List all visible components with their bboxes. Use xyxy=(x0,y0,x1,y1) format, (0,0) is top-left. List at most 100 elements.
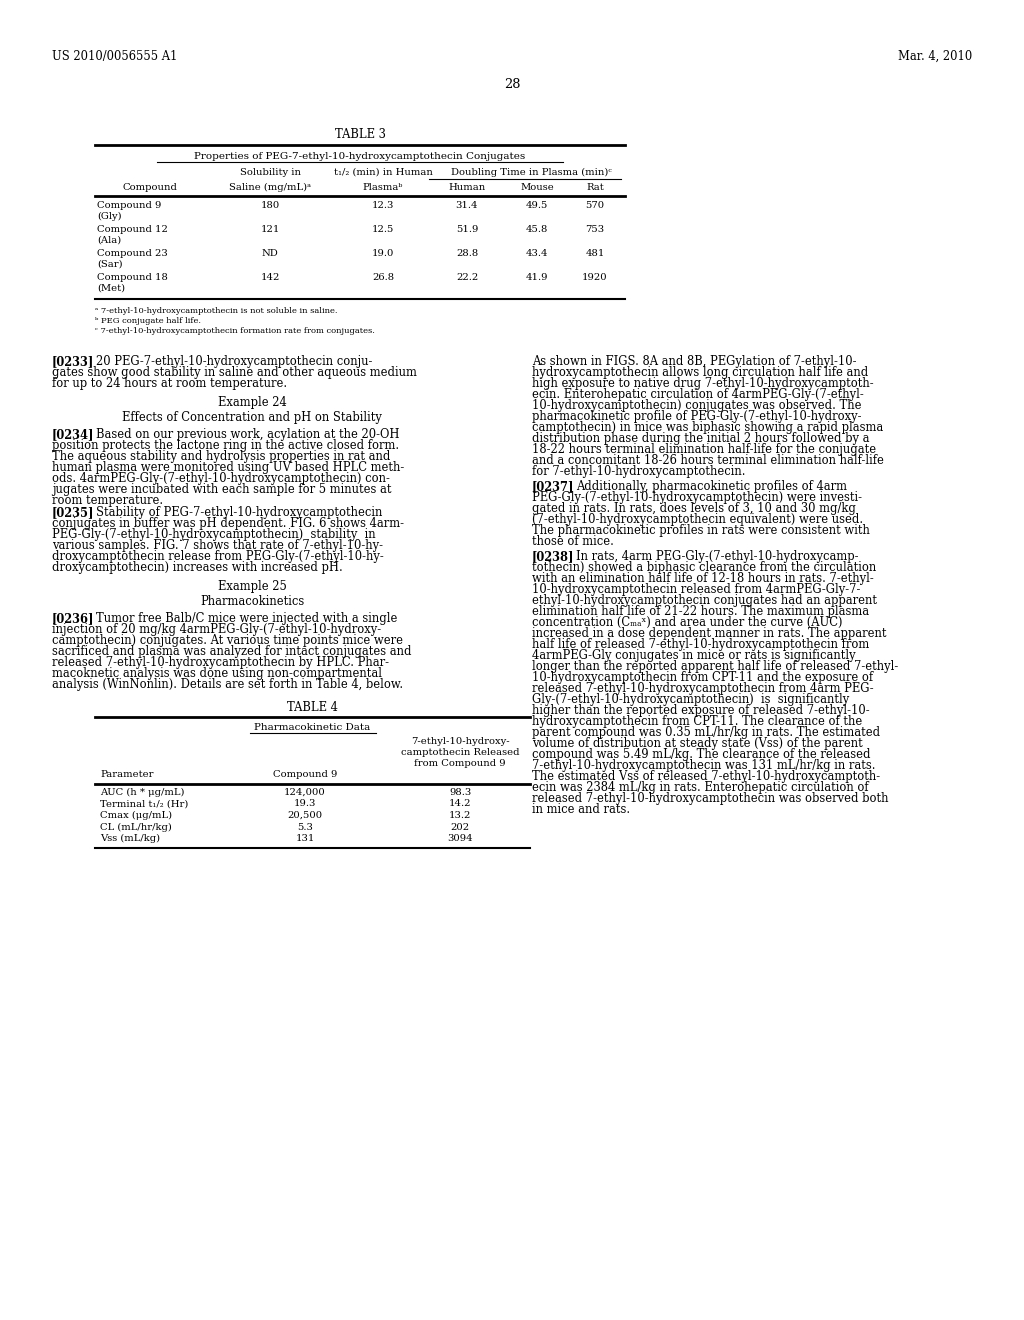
Text: compound was 5.49 mL/kg. The clearance of the released: compound was 5.49 mL/kg. The clearance o… xyxy=(532,748,870,762)
Text: 20 PEG-7-ethyl-10-hydroxycamptothecin conju-: 20 PEG-7-ethyl-10-hydroxycamptothecin co… xyxy=(96,355,373,368)
Text: t₁/₂ (min) in Human: t₁/₂ (min) in Human xyxy=(334,168,432,177)
Text: 142: 142 xyxy=(260,273,280,282)
Text: sacrificed and plasma was analyzed for intact conjugates and: sacrificed and plasma was analyzed for i… xyxy=(52,645,412,657)
Text: 14.2: 14.2 xyxy=(449,800,471,808)
Text: (Ala): (Ala) xyxy=(97,236,121,246)
Text: gates show good stability in saline and other aqueous medium: gates show good stability in saline and … xyxy=(52,366,417,379)
Text: injection of 20 mg/kg 4armPEG-Gly-(7-ethyl-10-hydroxy-: injection of 20 mg/kg 4armPEG-Gly-(7-eth… xyxy=(52,623,381,636)
Text: Terminal t₁/₂ (Hr): Terminal t₁/₂ (Hr) xyxy=(100,800,188,808)
Text: 41.9: 41.9 xyxy=(525,273,548,282)
Text: Additionally, pharmacokinetic profiles of 4arm: Additionally, pharmacokinetic profiles o… xyxy=(575,480,847,492)
Text: macoknetic analysis was done using non-compartmental: macoknetic analysis was done using non-c… xyxy=(52,667,382,680)
Text: 121: 121 xyxy=(260,224,280,234)
Text: [0237]: [0237] xyxy=(532,480,574,492)
Text: Properties of PEG-7-ethyl-10-hydroxycamptothecin Conjugates: Properties of PEG-7-ethyl-10-hydroxycamp… xyxy=(195,152,525,161)
Text: Human: Human xyxy=(449,183,485,191)
Text: 4armPEG-Gly conjugates in mice or rats is significantly: 4armPEG-Gly conjugates in mice or rats i… xyxy=(532,649,856,663)
Text: ND: ND xyxy=(261,249,279,257)
Text: for up to 24 hours at room temperature.: for up to 24 hours at room temperature. xyxy=(52,378,287,389)
Text: Stability of PEG-7-ethyl-10-hydroxycamptothecin: Stability of PEG-7-ethyl-10-hydroxycampt… xyxy=(96,506,382,519)
Text: Example 24: Example 24 xyxy=(218,396,287,409)
Text: Tumor free Balb/C mice were injected with a single: Tumor free Balb/C mice were injected wit… xyxy=(96,612,397,624)
Text: Compound 12: Compound 12 xyxy=(97,224,168,234)
Text: analysis (WinNonlin). Details are set forth in Table 4, below.: analysis (WinNonlin). Details are set fo… xyxy=(52,678,403,690)
Text: Pharmacokinetic Data: Pharmacokinetic Data xyxy=(254,723,371,733)
Text: (Met): (Met) xyxy=(97,284,125,293)
Text: 3094: 3094 xyxy=(447,834,473,843)
Text: In rats, 4arm PEG-Gly-(7-ethyl-10-hydroxycamp-: In rats, 4arm PEG-Gly-(7-ethyl-10-hydrox… xyxy=(575,550,858,564)
Text: Compound 23: Compound 23 xyxy=(97,249,168,257)
Text: 481: 481 xyxy=(586,249,605,257)
Text: [0238]: [0238] xyxy=(532,550,574,564)
Text: (7-ethyl-10-hydroxycamptothecin equivalent) were used.: (7-ethyl-10-hydroxycamptothecin equivale… xyxy=(532,513,863,525)
Text: 10-hydroxycamptothecin from CPT-11 and the exposure of: 10-hydroxycamptothecin from CPT-11 and t… xyxy=(532,671,873,684)
Text: 28: 28 xyxy=(504,78,520,91)
Text: [0236]: [0236] xyxy=(52,612,94,624)
Text: 31.4: 31.4 xyxy=(456,201,478,210)
Text: Effects of Concentration and pH on Stability: Effects of Concentration and pH on Stabi… xyxy=(122,411,382,424)
Text: 45.8: 45.8 xyxy=(525,224,548,234)
Text: Compound 9: Compound 9 xyxy=(97,201,162,210)
Text: 26.8: 26.8 xyxy=(372,273,394,282)
Text: PEG-Gly-(7-ethyl-10-hydroxycamptothecin) were investi-: PEG-Gly-(7-ethyl-10-hydroxycamptothecin)… xyxy=(532,491,862,504)
Text: 1920: 1920 xyxy=(583,273,608,282)
Text: ethyl-10-hydroxycamptothecin conjugates had an apparent: ethyl-10-hydroxycamptothecin conjugates … xyxy=(532,594,877,607)
Text: US 2010/0056555 A1: US 2010/0056555 A1 xyxy=(52,50,177,63)
Text: gated in rats. In rats, does levels of 3, 10 and 30 mg/kg: gated in rats. In rats, does levels of 3… xyxy=(532,502,856,515)
Text: 19.0: 19.0 xyxy=(372,249,394,257)
Text: for 7-ethyl-10-hydroxycamptothecin.: for 7-ethyl-10-hydroxycamptothecin. xyxy=(532,465,745,478)
Text: room temperature.: room temperature. xyxy=(52,494,163,507)
Text: Parameter: Parameter xyxy=(100,770,154,779)
Text: in mice and rats.: in mice and rats. xyxy=(532,803,630,816)
Text: Cmax (μg/mL): Cmax (μg/mL) xyxy=(100,810,172,820)
Text: hydroxycamptothecin from CPT-11. The clearance of the: hydroxycamptothecin from CPT-11. The cle… xyxy=(532,715,862,729)
Text: Rat: Rat xyxy=(586,183,604,191)
Text: [0234]: [0234] xyxy=(52,428,94,441)
Text: CL (mL/hr/kg): CL (mL/hr/kg) xyxy=(100,822,172,832)
Text: 12.3: 12.3 xyxy=(372,201,394,210)
Text: those of mice.: those of mice. xyxy=(532,535,613,548)
Text: The estimated Vss of released 7-ethyl-10-hydroxycamptoth-: The estimated Vss of released 7-ethyl-10… xyxy=(532,770,880,783)
Text: human plasma were monitored using UV based HPLC meth-: human plasma were monitored using UV bas… xyxy=(52,461,404,474)
Text: 202: 202 xyxy=(451,822,470,832)
Text: 180: 180 xyxy=(260,201,280,210)
Text: conjugates in buffer was pH dependent. FIG. 6 shows 4arm-: conjugates in buffer was pH dependent. F… xyxy=(52,517,404,531)
Text: 28.8: 28.8 xyxy=(456,249,478,257)
Text: Pharmacokinetics: Pharmacokinetics xyxy=(200,595,304,609)
Text: tothecin) showed a biphasic clearance from the circulation: tothecin) showed a biphasic clearance fr… xyxy=(532,561,877,574)
Text: 10-hydroxycamptothecin released from 4armPEG-Gly-7-: 10-hydroxycamptothecin released from 4ar… xyxy=(532,583,860,597)
Text: TABLE 4: TABLE 4 xyxy=(287,701,338,714)
Text: As shown in FIGS. 8A and 8B, PEGylation of 7-ethyl-10-: As shown in FIGS. 8A and 8B, PEGylation … xyxy=(532,355,856,368)
Text: 98.3: 98.3 xyxy=(449,788,471,797)
Text: 5.3: 5.3 xyxy=(297,822,313,832)
Text: from Compound 9: from Compound 9 xyxy=(414,759,506,768)
Text: hydroxycamptothecin allows long circulation half life and: hydroxycamptothecin allows long circulat… xyxy=(532,366,868,379)
Text: high exposure to native drug 7-ethyl-10-hydroxycamptoth-: high exposure to native drug 7-ethyl-10-… xyxy=(532,378,873,389)
Text: AUC (h * μg/mL): AUC (h * μg/mL) xyxy=(100,788,184,797)
Text: 22.2: 22.2 xyxy=(456,273,478,282)
Text: 13.2: 13.2 xyxy=(449,810,471,820)
Text: 19.3: 19.3 xyxy=(294,800,316,808)
Text: released 7-ethyl-10-hydroxycamptothecin from 4arm PEG-: released 7-ethyl-10-hydroxycamptothecin … xyxy=(532,682,873,696)
Text: position protects the lactone ring in the active closed form.: position protects the lactone ring in th… xyxy=(52,440,399,451)
Text: Plasmaᵇ: Plasmaᵇ xyxy=(362,183,403,191)
Text: ods. 4armPEG-Gly-(7-ethyl-10-hydroxycamptothecin) con-: ods. 4armPEG-Gly-(7-ethyl-10-hydroxycamp… xyxy=(52,473,390,484)
Text: Compound: Compound xyxy=(123,183,177,191)
Text: 10-hydroxycamptothecin) conjugates was observed. The: 10-hydroxycamptothecin) conjugates was o… xyxy=(532,399,861,412)
Text: camptothecin Released: camptothecin Released xyxy=(400,748,519,756)
Text: 7-ethyl-10-hydroxy-: 7-ethyl-10-hydroxy- xyxy=(411,737,509,746)
Text: pharmacokinetic profile of PEG-Gly-(7-ethyl-10-hydroxy-: pharmacokinetic profile of PEG-Gly-(7-et… xyxy=(532,411,861,422)
Text: with an elimination half life of 12-18 hours in rats. 7-ethyl-: with an elimination half life of 12-18 h… xyxy=(532,572,873,585)
Text: Based on our previous work, acylation at the 20-OH: Based on our previous work, acylation at… xyxy=(96,428,399,441)
Text: 7-ethyl-10-hydroxycamptothecin was 131 mL/hr/kg in rats.: 7-ethyl-10-hydroxycamptothecin was 131 m… xyxy=(532,759,876,772)
Text: 49.5: 49.5 xyxy=(525,201,548,210)
Text: Example 25: Example 25 xyxy=(217,579,287,593)
Text: volume of distribution at steady state (Vss) of the parent: volume of distribution at steady state (… xyxy=(532,737,863,750)
Text: droxycamptothecin release from PEG-Gly-(7-ethyl-10-hy-: droxycamptothecin release from PEG-Gly-(… xyxy=(52,550,384,564)
Text: 753: 753 xyxy=(586,224,604,234)
Text: Doubling Time in Plasma (min)ᶜ: Doubling Time in Plasma (min)ᶜ xyxy=(451,168,611,177)
Text: released 7-ethyl-10-hydroxycamptothecin by HPLC. Phar-: released 7-ethyl-10-hydroxycamptothecin … xyxy=(52,656,389,669)
Text: 12.5: 12.5 xyxy=(372,224,394,234)
Text: ᵃ 7-ethyl-10-hydroxycamptothecin is not soluble in saline.: ᵃ 7-ethyl-10-hydroxycamptothecin is not … xyxy=(95,308,338,315)
Text: [0235]: [0235] xyxy=(52,506,94,519)
